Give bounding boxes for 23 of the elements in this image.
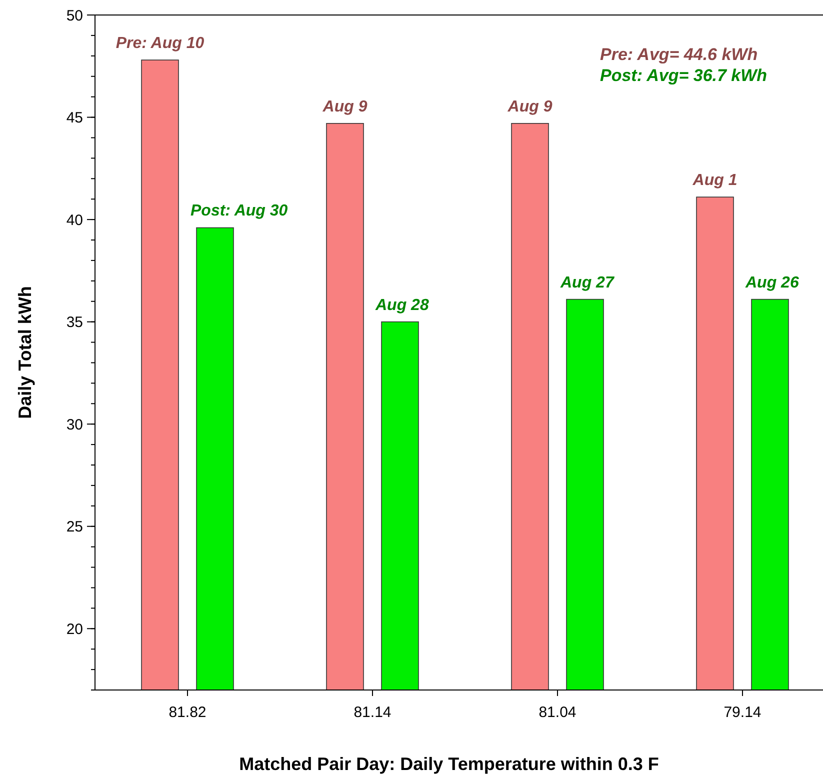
annotation: Pre: Aug 10 — [116, 35, 204, 52]
annotation: Aug 9 — [506, 98, 552, 116]
x-tick-label: 81.04 — [538, 704, 576, 721]
y-tick-label: 45 — [66, 110, 83, 127]
annotation: Post: Aug 30 — [190, 202, 288, 220]
y-tick-label: 20 — [66, 620, 83, 638]
y-tick-label: 30 — [66, 416, 83, 434]
annotation: Aug 9 — [322, 98, 368, 116]
y-tick-label: 50 — [66, 7, 83, 24]
y-tick-label: 40 — [66, 212, 83, 229]
x-tick-label: 81.82 — [168, 704, 206, 721]
x-axis-title: Matched Pair Day: Daily Temperature within 0.3 F — [239, 754, 659, 774]
y-axis-title: Daily Total kWh — [15, 286, 35, 419]
annotation: Post: Avg= 36.7 kWh — [600, 66, 768, 85]
x-tick-label: 81.14 — [354, 704, 392, 721]
y-tick-label: 25 — [66, 518, 83, 536]
annotation: Aug 1 — [692, 172, 738, 190]
y-tick-label: 35 — [66, 314, 83, 332]
annotation: Aug 26 — [744, 274, 799, 292]
annotation: Aug 28 — [374, 296, 429, 314]
annotation: Aug 27 — [560, 274, 615, 292]
annotation: Pre: Avg= 44.6 kWh — [600, 45, 758, 64]
x-tick-label: 79.14 — [724, 704, 762, 721]
